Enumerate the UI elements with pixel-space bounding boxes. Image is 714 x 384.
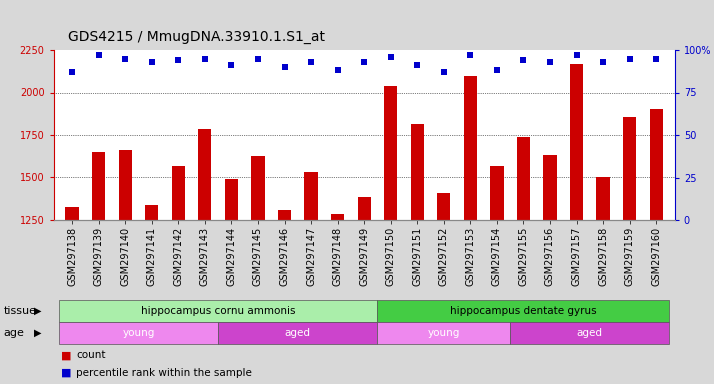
Bar: [623, 117, 636, 220]
Text: ■: ■: [61, 350, 71, 360]
Point: [518, 57, 529, 63]
Point: [358, 59, 370, 65]
Text: GDS4215 / MmugDNA.33910.1.S1_at: GDS4215 / MmugDNA.33910.1.S1_at: [68, 30, 325, 44]
Bar: [543, 154, 557, 220]
Bar: [119, 150, 132, 220]
Bar: [92, 152, 106, 220]
Point: [491, 67, 503, 73]
Point: [278, 64, 290, 70]
Text: age: age: [4, 328, 24, 338]
Text: ■: ■: [61, 368, 71, 378]
Text: count: count: [76, 350, 106, 360]
Bar: [437, 193, 451, 220]
Bar: [304, 172, 318, 220]
Bar: [463, 76, 477, 220]
Point: [624, 55, 635, 61]
Bar: [570, 64, 583, 220]
Text: hippocampus cornu ammonis: hippocampus cornu ammonis: [141, 306, 296, 316]
Point: [93, 52, 104, 58]
Text: young: young: [428, 328, 460, 338]
Point: [66, 69, 78, 75]
Point: [332, 67, 343, 73]
Bar: [251, 156, 265, 220]
Point: [598, 59, 609, 65]
Text: percentile rank within the sample: percentile rank within the sample: [76, 368, 252, 378]
Point: [199, 55, 211, 61]
Text: aged: aged: [577, 328, 603, 338]
Point: [385, 54, 396, 60]
Bar: [411, 124, 424, 220]
Text: tissue: tissue: [4, 306, 36, 316]
Point: [438, 69, 450, 75]
Bar: [358, 197, 371, 220]
Point: [544, 59, 555, 65]
Point: [465, 52, 476, 58]
Point: [173, 57, 184, 63]
Bar: [278, 210, 291, 220]
Bar: [596, 177, 610, 220]
Point: [226, 62, 237, 68]
Bar: [145, 205, 159, 220]
Point: [411, 62, 423, 68]
Text: ▶: ▶: [34, 328, 42, 338]
Point: [119, 55, 131, 61]
Point: [306, 59, 317, 65]
Bar: [66, 207, 79, 220]
Bar: [491, 166, 503, 220]
Text: aged: aged: [285, 328, 311, 338]
Text: hippocampus dentate gyrus: hippocampus dentate gyrus: [450, 306, 597, 316]
Bar: [517, 137, 530, 220]
Point: [650, 55, 662, 61]
Point: [146, 59, 158, 65]
Bar: [171, 166, 185, 220]
Bar: [650, 109, 663, 220]
Point: [252, 55, 263, 61]
Bar: [331, 214, 344, 220]
Bar: [384, 86, 397, 220]
Point: [570, 52, 582, 58]
Bar: [225, 179, 238, 220]
Text: young: young: [122, 328, 155, 338]
Bar: [198, 129, 211, 220]
Text: ▶: ▶: [34, 306, 42, 316]
